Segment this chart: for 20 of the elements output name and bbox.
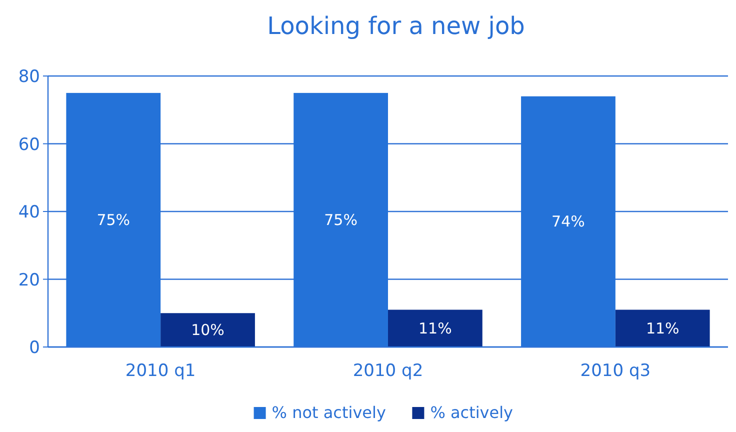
- y-tick-label: 40: [18, 202, 40, 222]
- data-label: 75%: [324, 210, 358, 229]
- bar: [615, 310, 710, 347]
- legend-label: % not actively: [272, 403, 386, 422]
- bar: [388, 310, 482, 347]
- y-tick-label: 0: [29, 338, 40, 358]
- chart-title: Looking for a new job: [267, 12, 525, 40]
- x-tick-label: 2010 q1: [125, 361, 196, 381]
- y-tick-label: 60: [18, 134, 40, 155]
- x-tick-label: 2010 q2: [352, 361, 424, 381]
- legend-label: % actively: [430, 403, 514, 422]
- data-label: 74%: [552, 212, 585, 231]
- data-label: 11%: [418, 319, 452, 338]
- y-tick-label: 80: [18, 67, 40, 87]
- x-tick-label: 2010 q3: [580, 361, 651, 381]
- bar: [160, 313, 255, 347]
- y-tick-label: 20: [18, 270, 40, 290]
- data-label: 11%: [646, 319, 680, 338]
- data-label: 10%: [191, 321, 224, 340]
- data-label: 75%: [96, 210, 130, 229]
